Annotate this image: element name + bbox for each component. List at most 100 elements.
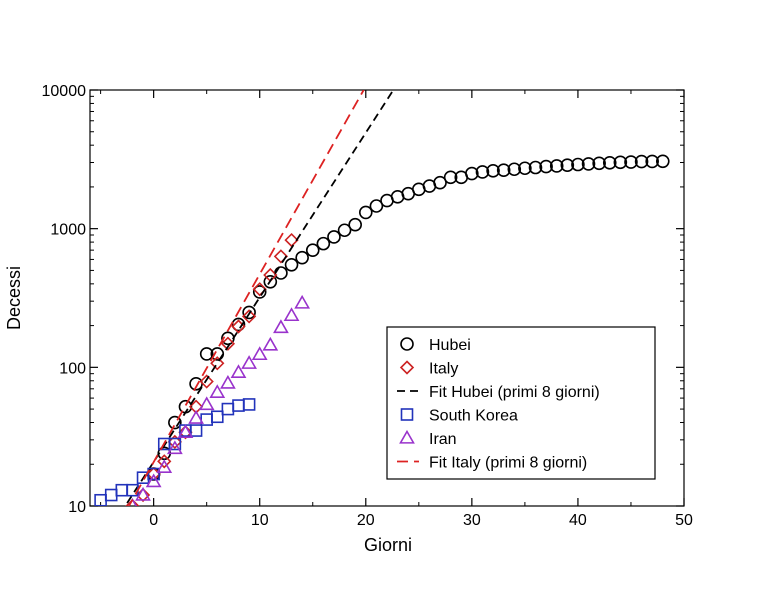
data-point-italy: [199, 374, 214, 389]
data-point-hubei: [560, 158, 575, 172]
data-point-italy: [125, 498, 140, 506]
x-axis-label: Giorni: [364, 535, 412, 555]
data-point-hubei: [316, 236, 331, 251]
data-point-south-korea: [104, 488, 118, 502]
data-point-hubei: [465, 166, 479, 181]
data-point-hubei: [507, 162, 522, 177]
data-point-hubei: [443, 170, 458, 185]
data-point-iran: [230, 364, 247, 379]
data-point-hubei: [295, 250, 309, 265]
data-point-hubei: [528, 160, 543, 175]
data-point-south-korea: [242, 398, 256, 411]
data-point-hubei: [624, 155, 638, 169]
fit-line-fit-italy-primi-8-giorni: [127, 90, 365, 506]
series-fit-hubei-primi-8-giorni: [126, 90, 395, 504]
data-point-hubei: [252, 285, 267, 299]
data-point-hubei: [168, 415, 182, 430]
data-point-hubei: [539, 159, 553, 174]
x-tick-label: 40: [569, 512, 587, 529]
data-point-italy: [220, 336, 236, 351]
data-point-hubei: [592, 156, 606, 171]
data-point-iran: [220, 374, 236, 389]
data-point-italy: [210, 356, 225, 371]
data-point-iran: [177, 424, 194, 438]
legend-box: [386, 326, 656, 480]
data-point-hubei: [231, 317, 246, 332]
data-point-italy: [252, 282, 267, 297]
series-south-korea: [94, 398, 256, 506]
legend: Hubei Italy Fit Hubei (primi 8 giorni) Sout…: [386, 326, 656, 480]
series-fit-italy-primi-8-giorni: [127, 90, 365, 506]
data-point-iran: [145, 473, 162, 488]
legend-label-fit-hubei-primi-8-giorni: Fit Hubei (primi 8 giorni): [429, 384, 600, 401]
y-axis-label: Decessi: [4, 266, 24, 330]
legend-label-south-korea: South Korea: [429, 408, 518, 425]
data-point-italy: [273, 249, 289, 264]
data-point-hubei: [369, 199, 384, 213]
plot-frame: [89, 89, 685, 507]
legend-symbol-south-korea: [400, 408, 414, 421]
x-axis: 0 10 20 30 40 50: [100, 90, 693, 529]
data-point-hubei: [634, 154, 649, 169]
y-tick-label: 100: [59, 360, 86, 377]
data-point-italy: [284, 232, 299, 248]
data-point-south-korea: [115, 483, 129, 497]
data-point-hubei: [274, 266, 288, 280]
data-point-italy: [241, 309, 257, 324]
legend-label-iran: Iran: [429, 431, 457, 448]
legend-label-fit-italy-primi-8-giorni: Fit Italy (primi 8 giorni): [429, 455, 587, 472]
x-tick-label: 50: [675, 512, 693, 529]
data-point-hubei: [581, 157, 596, 171]
data-point-iran: [188, 410, 204, 424]
data-point-south-korea: [168, 437, 182, 451]
x-tick-label: 20: [357, 512, 375, 529]
data-point-hubei: [242, 305, 256, 320]
data-point-hubei: [571, 157, 585, 172]
legend-label-italy: Italy: [429, 361, 458, 378]
data-point-hubei: [327, 230, 341, 244]
data-point-iran: [273, 319, 289, 334]
data-point-hubei: [613, 155, 628, 170]
data-point-italy: [178, 425, 193, 440]
data-point-iran: [251, 346, 268, 361]
data-point-south-korea: [189, 424, 203, 437]
data-point-hubei: [263, 274, 278, 289]
data-point-hubei: [655, 154, 670, 169]
data-point-south-korea: [232, 399, 245, 412]
data-point-hubei: [475, 165, 490, 179]
data-point-hubei: [199, 347, 214, 361]
data-point-hubei: [284, 257, 299, 272]
y-tick-label: 1000: [50, 222, 86, 239]
x-tick-label: 10: [251, 512, 269, 529]
legend-symbol-italy: [399, 360, 415, 375]
data-point-hubei: [549, 159, 564, 173]
plot-border: [89, 89, 685, 507]
data-point-iran: [166, 440, 183, 455]
data-point-south-korea: [210, 410, 224, 424]
fit-line-fit-hubei-primi-8-giorni: [126, 90, 395, 504]
y-tick-label: 10000: [42, 83, 87, 100]
y-axis: 10 100 1000 10000: [42, 83, 684, 516]
data-point-iran: [209, 384, 226, 399]
legend-symbol-hubei: [400, 337, 414, 351]
data-point-hubei: [348, 217, 362, 232]
x-tick-label: 0: [149, 512, 158, 529]
data-point-hubei: [358, 205, 373, 220]
data-point-iran: [156, 459, 173, 474]
data-point-italy: [135, 487, 151, 503]
series-iran: [127, 294, 311, 506]
data-point-iran: [294, 294, 311, 309]
data-point-hubei: [210, 347, 225, 361]
data-point-hubei: [433, 175, 447, 190]
data-point-hubei: [337, 223, 352, 238]
data-point-iran: [135, 486, 151, 501]
data-point-iran: [198, 396, 215, 411]
data-point-south-korea: [221, 402, 235, 416]
data-point-hubei: [496, 163, 511, 177]
data-point-iran: [262, 336, 279, 351]
data-point-italy: [167, 434, 182, 450]
plot-area: [94, 90, 670, 506]
data-point-hubei: [602, 155, 617, 170]
data-point-italy: [157, 454, 172, 469]
